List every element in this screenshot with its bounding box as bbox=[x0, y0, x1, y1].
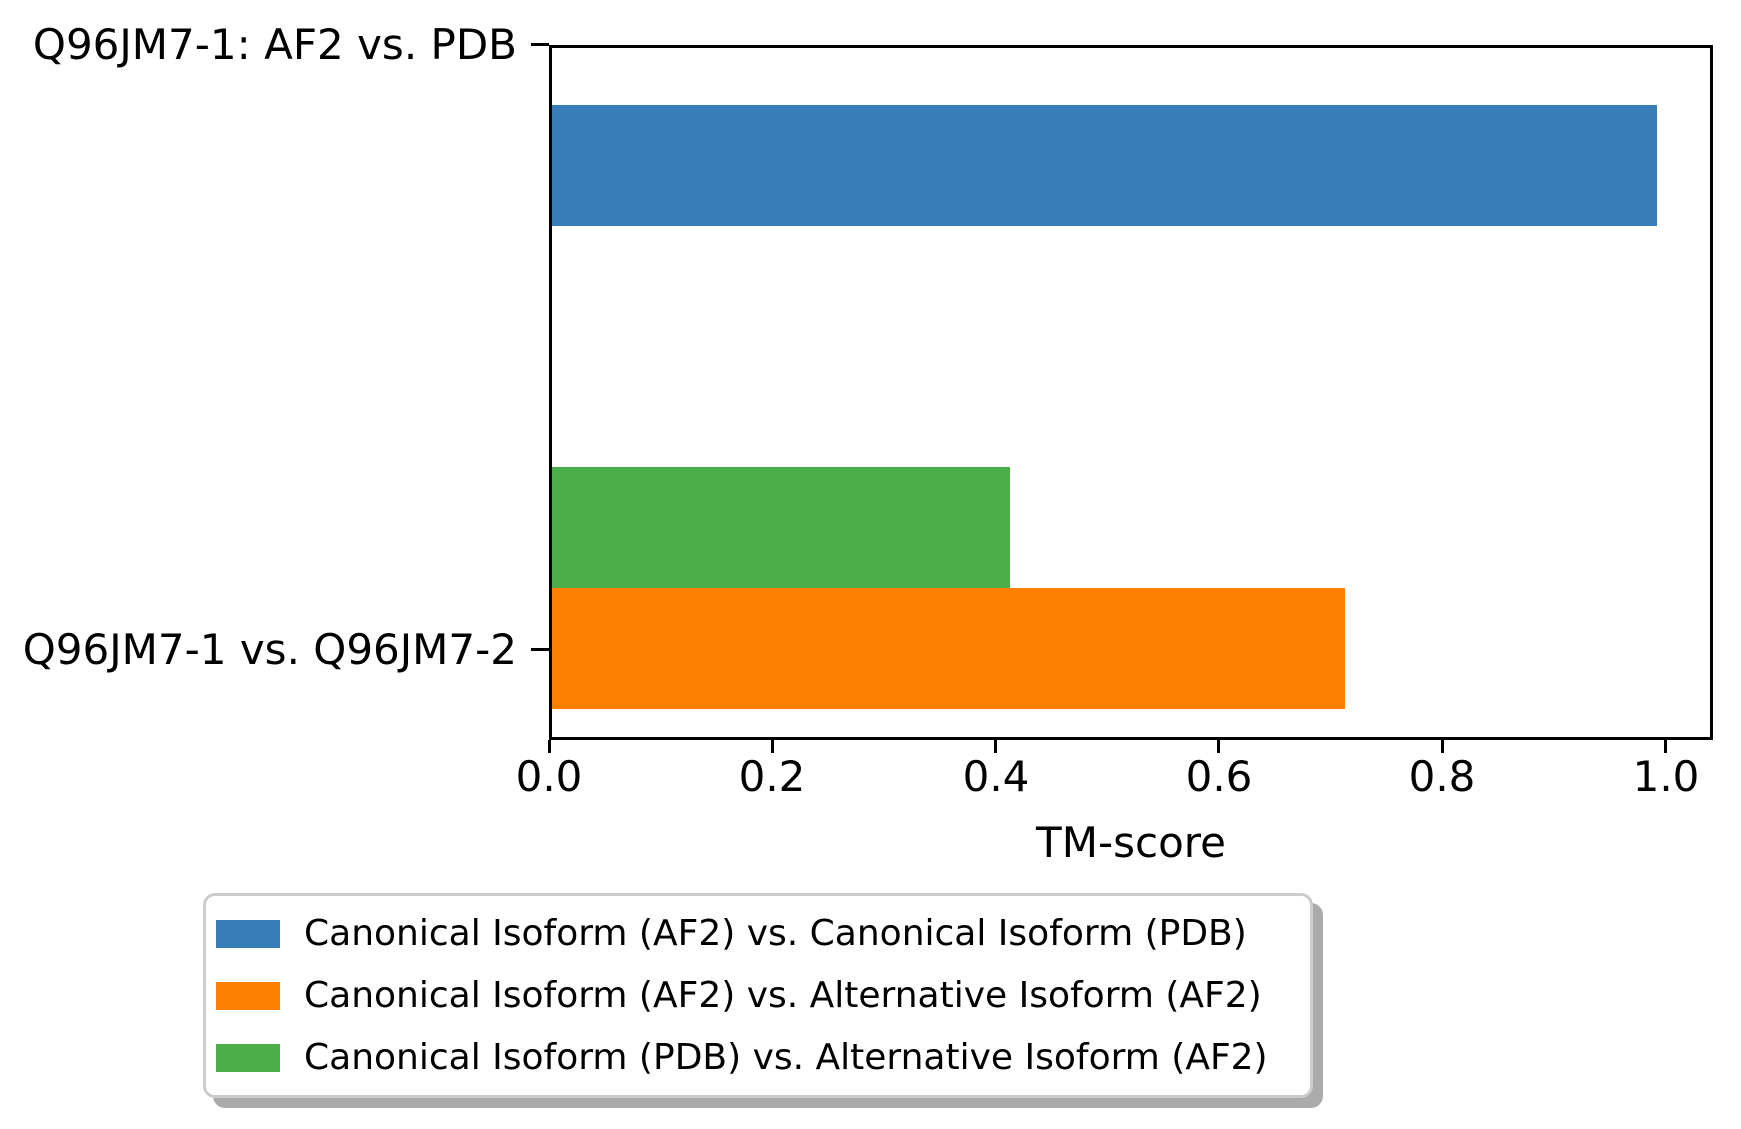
legend-item: Canonical Isoform (PDB) vs. Alternative … bbox=[216, 1027, 1310, 1089]
x-tick-mark bbox=[1441, 740, 1444, 753]
x-tick-label: 0.4 bbox=[962, 752, 1030, 801]
chart-bar bbox=[552, 105, 1657, 226]
x-tick-mark bbox=[994, 740, 997, 753]
y-tick-label: Q96JM7-1 vs. Q96JM7-2 bbox=[22, 625, 517, 674]
plot-area bbox=[549, 45, 1713, 740]
legend-item: Canonical Isoform (AF2) vs. Alternative … bbox=[216, 965, 1310, 1027]
x-tick-label: 1.0 bbox=[1632, 752, 1700, 801]
chart-bar bbox=[552, 588, 1345, 709]
legend-swatch bbox=[216, 1043, 280, 1072]
legend-item: Canonical Isoform (AF2) vs. Canonical Is… bbox=[216, 903, 1310, 965]
legend-label: Canonical Isoform (AF2) vs. Canonical Is… bbox=[304, 913, 1247, 954]
x-tick-label: 0.6 bbox=[1185, 752, 1253, 801]
legend-swatch bbox=[216, 981, 280, 1010]
x-tick-mark bbox=[548, 740, 551, 753]
legend-swatch bbox=[216, 919, 280, 948]
legend-label: Canonical Isoform (PDB) vs. Alternative … bbox=[304, 1037, 1268, 1078]
x-axis-label: TM-score bbox=[1036, 818, 1226, 867]
y-tick-label: Q96JM7-1: AF2 vs. PDB bbox=[32, 20, 517, 69]
y-tick-mark bbox=[531, 648, 549, 651]
x-tick-mark bbox=[771, 740, 774, 753]
x-tick-mark bbox=[1664, 740, 1667, 753]
chart-bar bbox=[552, 467, 1010, 588]
y-tick-mark bbox=[531, 43, 549, 46]
legend-label: Canonical Isoform (AF2) vs. Alternative … bbox=[304, 975, 1262, 1016]
legend: Canonical Isoform (AF2) vs. Canonical Is… bbox=[203, 893, 1313, 1098]
x-tick-label: 0.8 bbox=[1408, 752, 1476, 801]
x-tick-mark bbox=[1217, 740, 1220, 753]
x-tick-label: 0.0 bbox=[515, 752, 583, 801]
x-tick-label: 0.2 bbox=[738, 752, 806, 801]
